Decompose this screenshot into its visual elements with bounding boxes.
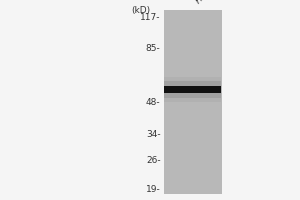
Text: 19-: 19-: [146, 186, 160, 194]
Bar: [164, 86, 221, 93]
Bar: [164, 10, 222, 194]
Text: (kD): (kD): [131, 6, 150, 15]
Text: HeLa: HeLa: [194, 0, 216, 5]
Bar: [164, 93, 221, 98]
Bar: [164, 81, 221, 86]
Bar: [164, 77, 221, 86]
Text: 48-: 48-: [146, 98, 160, 107]
Text: 117-: 117-: [140, 14, 160, 22]
Text: 85-: 85-: [146, 44, 160, 53]
Text: 34-: 34-: [146, 130, 160, 139]
Bar: [164, 93, 221, 102]
Text: 26-: 26-: [146, 156, 160, 165]
